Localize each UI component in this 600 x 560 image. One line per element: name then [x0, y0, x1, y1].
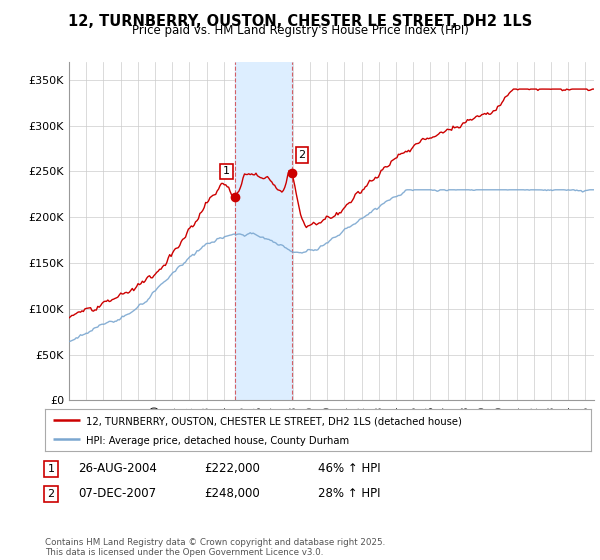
- Text: £248,000: £248,000: [204, 487, 260, 501]
- Text: 26-AUG-2004: 26-AUG-2004: [78, 462, 157, 475]
- Text: 1: 1: [47, 464, 55, 474]
- Text: 2: 2: [298, 150, 305, 160]
- Text: HPI: Average price, detached house, County Durham: HPI: Average price, detached house, Coun…: [86, 436, 349, 446]
- Text: 07-DEC-2007: 07-DEC-2007: [78, 487, 156, 501]
- Text: Contains HM Land Registry data © Crown copyright and database right 2025.
This d: Contains HM Land Registry data © Crown c…: [45, 538, 385, 557]
- Text: 1: 1: [223, 166, 230, 176]
- Text: £222,000: £222,000: [204, 462, 260, 475]
- Text: 2: 2: [47, 489, 55, 499]
- Text: 28% ↑ HPI: 28% ↑ HPI: [318, 487, 380, 501]
- Text: 12, TURNBERRY, OUSTON, CHESTER LE STREET, DH2 1LS: 12, TURNBERRY, OUSTON, CHESTER LE STREET…: [68, 14, 532, 29]
- Text: Price paid vs. HM Land Registry's House Price Index (HPI): Price paid vs. HM Land Registry's House …: [131, 24, 469, 37]
- Text: 46% ↑ HPI: 46% ↑ HPI: [318, 462, 380, 475]
- Text: 12, TURNBERRY, OUSTON, CHESTER LE STREET, DH2 1LS (detached house): 12, TURNBERRY, OUSTON, CHESTER LE STREET…: [86, 417, 462, 426]
- Bar: [235, 62, 292, 400]
